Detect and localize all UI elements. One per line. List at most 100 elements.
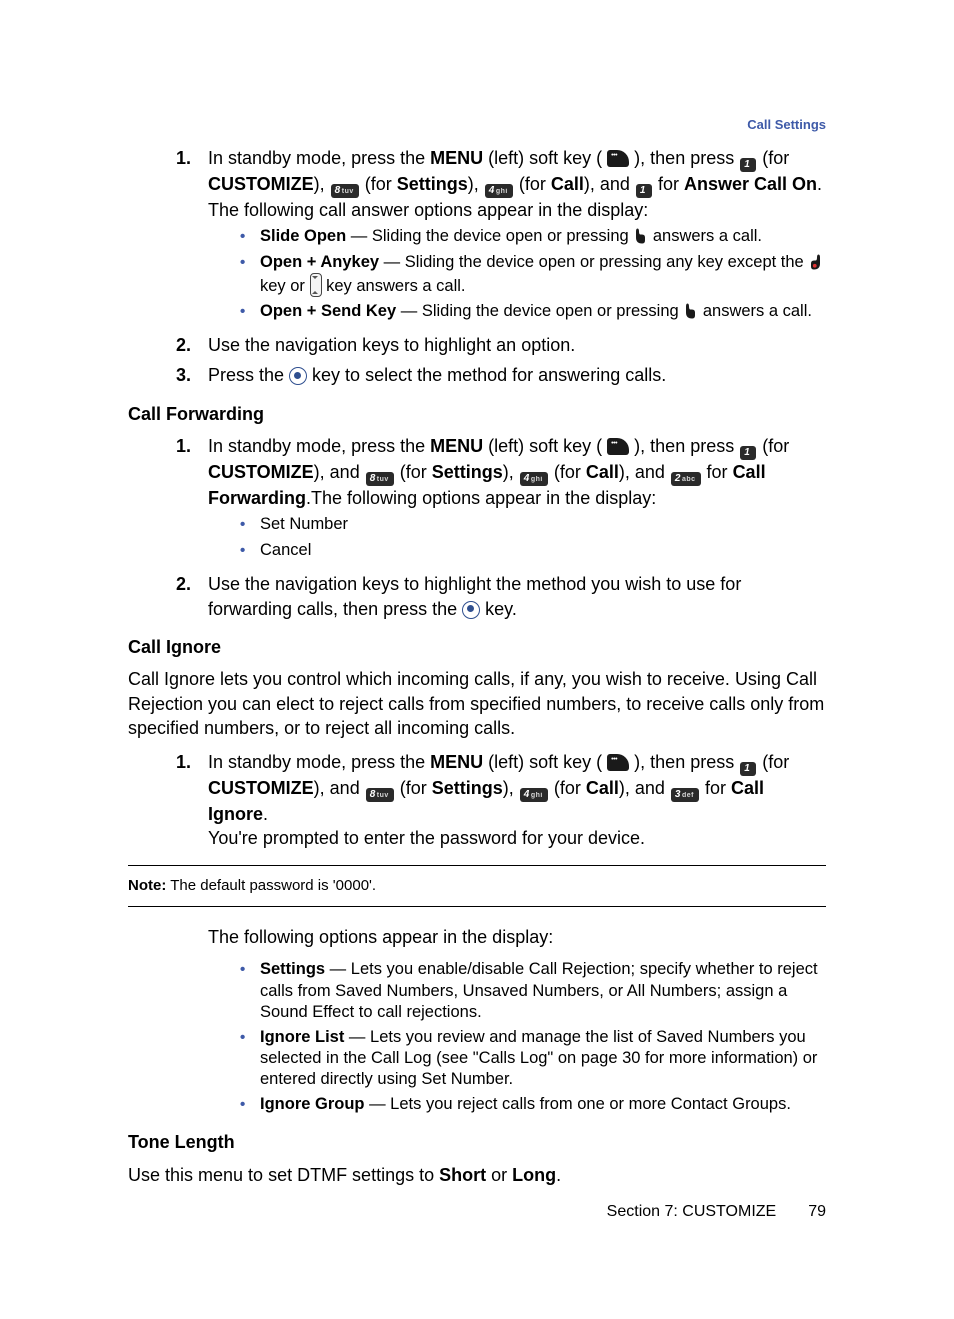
bullet-dot-icon: • [240, 540, 260, 563]
text: (for [549, 462, 586, 482]
ok-key-icon [289, 367, 307, 385]
text: — Lets you reject calls from one or more… [365, 1095, 791, 1113]
bullet-text: Cancel [260, 540, 826, 563]
answer-call-steps: 1. In standby mode, press the MENU (left… [128, 146, 826, 388]
text: ), then press [629, 436, 739, 456]
menu-word: MENU [430, 148, 483, 168]
text: — Sliding the device open or pressing an… [379, 253, 808, 271]
text: — Lets you enable/disable Call Rejection… [260, 960, 818, 1021]
step-item: 1. In standby mode, press the MENU (left… [176, 750, 826, 851]
text: The following options appear in the disp… [311, 488, 656, 508]
text: ), [468, 174, 484, 194]
key-8-icon: 8tuv [331, 184, 359, 198]
text: key or [260, 277, 310, 295]
text: In standby mode, press the [208, 752, 430, 772]
text: (for [514, 174, 551, 194]
text: ), and [619, 462, 670, 482]
page: Call Settings 1. In standby mode, press … [0, 0, 954, 1319]
page-footer: Section 7: CUSTOMIZE 79 [607, 1201, 826, 1223]
bullet-label: Slide Open [260, 227, 346, 245]
bullet-dot-icon: • [240, 226, 260, 249]
text: for [702, 462, 733, 482]
key-8-icon: 8tuv [366, 472, 394, 486]
step-number: 1. [176, 434, 208, 566]
text: for [700, 778, 731, 798]
step-item: 2. Use the navigation keys to highlight … [176, 333, 826, 357]
text: Settings [397, 174, 468, 194]
step-number: 1. [176, 750, 208, 851]
text: Press the [208, 365, 289, 385]
tone-length-heading: Tone Length [128, 1130, 826, 1154]
bullet-item: • Open + Anykey — Sliding the device ope… [240, 252, 826, 298]
text: Settings [432, 462, 503, 482]
text: In standby mode, press the [208, 148, 430, 168]
text: key answers a call. [322, 277, 466, 295]
bullet-item: •Set Number [240, 514, 826, 537]
step-item: 1. In standby mode, press the MENU (left… [176, 146, 826, 327]
text: (for [395, 778, 432, 798]
soft-key-icon [607, 754, 629, 771]
step-body: Use the navigation keys to highlight the… [208, 572, 826, 621]
step-body: Use the navigation keys to highlight an … [208, 333, 826, 357]
answer-bullets: • Slide Open — Sliding the device open o… [240, 226, 826, 323]
text: — Sliding the device open or pressing [346, 227, 633, 245]
text: CUSTOMIZE [208, 778, 314, 798]
call-forwarding-heading: Call Forwarding [128, 402, 826, 426]
text: (left) soft key ( [483, 752, 607, 772]
bullet-label: Open + Anykey [260, 253, 379, 271]
text: key. [480, 599, 517, 619]
send-key-icon [683, 302, 698, 320]
page-number: 79 [808, 1203, 826, 1220]
bullet-dot-icon: • [240, 252, 260, 298]
running-header: Call Settings [747, 116, 826, 134]
footer-section: Section 7: CUSTOMIZE [607, 1203, 777, 1220]
bullet-label: Ignore List [260, 1028, 344, 1046]
soft-key-icon [607, 438, 629, 455]
key-1-icon: 1 [740, 446, 756, 460]
bullet-text: Ignore Group — Lets you reject calls fro… [260, 1094, 826, 1117]
step-number: 1. [176, 146, 208, 327]
after-note-text: The following options appear in the disp… [208, 925, 826, 949]
key-3-icon: 3def [671, 788, 699, 802]
call-ignore-intro: Call Ignore lets you control which incom… [128, 667, 826, 740]
text: (for [757, 436, 789, 456]
note-text: The default password is '0000'. [166, 877, 376, 894]
step-item: 3. Press the key to select the method fo… [176, 363, 826, 387]
step-number: 3. [176, 363, 208, 387]
step-body: In standby mode, press the MENU (left) s… [208, 434, 826, 566]
text: . [817, 174, 822, 194]
bullet-text: Set Number [260, 514, 826, 537]
bullet-text: Open + Send Key — Sliding the device ope… [260, 301, 826, 324]
text: You're prompted to enter the password fo… [208, 828, 645, 848]
bullet-dot-icon: • [240, 1094, 260, 1117]
key-1-icon: 1 [740, 158, 756, 172]
step-number: 2. [176, 572, 208, 621]
text: The following call answer options appear… [208, 200, 648, 220]
step-body: In standby mode, press the MENU (left) s… [208, 146, 826, 327]
key-8-icon: 8tuv [366, 788, 394, 802]
text: (left) soft key ( [483, 148, 607, 168]
ok-key-icon [462, 601, 480, 619]
bullet-item: • Open + Send Key — Sliding the device o… [240, 301, 826, 324]
text: Use this menu to set DTMF settings to [128, 1165, 439, 1185]
text: (for [360, 174, 397, 194]
note-label: Note: [128, 877, 166, 894]
step-number: 2. [176, 333, 208, 357]
bullet-text: Slide Open — Sliding the device open or … [260, 226, 826, 249]
tone-length-text: Use this menu to set DTMF settings to Sh… [128, 1163, 826, 1187]
text: key to select the method for answering c… [307, 365, 666, 385]
bullet-label: Open + Send Key [260, 302, 396, 320]
end-key-icon [808, 253, 823, 271]
bullet-dot-icon: • [240, 959, 260, 1023]
cf-bullets: •Set Number •Cancel [240, 514, 826, 562]
text: or [486, 1165, 512, 1185]
bullet-dot-icon: • [240, 301, 260, 324]
text: Short [439, 1165, 486, 1185]
text: . [556, 1165, 561, 1185]
text: Call [551, 174, 584, 194]
step-body: Press the key to select the method for a… [208, 363, 826, 387]
call-ignore-heading: Call Ignore [128, 635, 826, 659]
text: ), and [314, 462, 365, 482]
call-ignore-steps: 1. In standby mode, press the MENU (left… [128, 750, 826, 851]
text: (for [395, 462, 432, 482]
